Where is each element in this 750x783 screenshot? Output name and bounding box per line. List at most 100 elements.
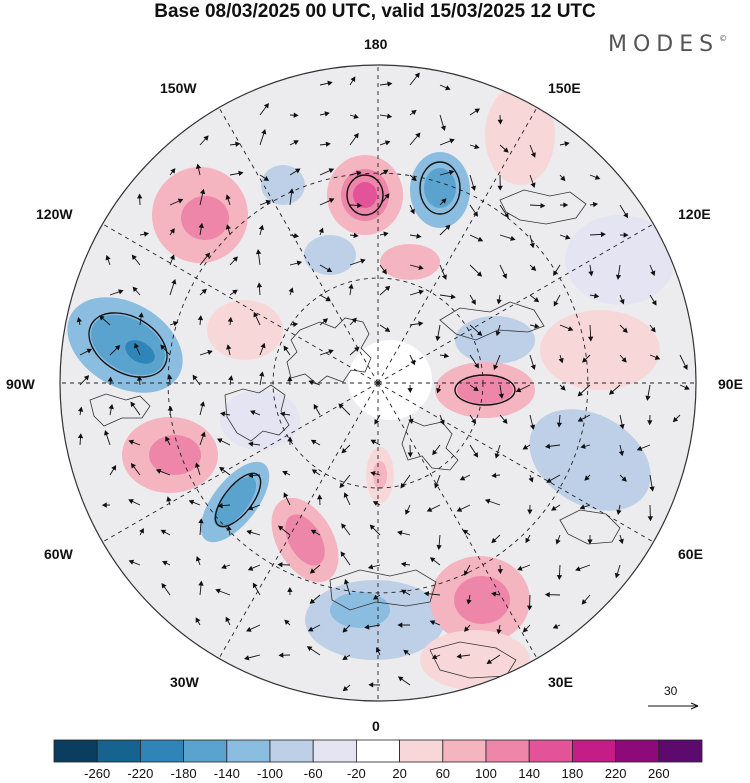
wind-arrow: [379, 231, 389, 237]
map-border: [59, 64, 697, 702]
wind-vectors: [76, 72, 690, 692]
wind-arrow: [544, 443, 561, 449]
wind-arrow: [431, 654, 441, 660]
wind-arrow: [469, 354, 480, 369]
wind-arrow: [225, 194, 231, 206]
wind-arrow: [397, 676, 411, 686]
lon-label-30e: 30E: [548, 674, 573, 690]
wind-arrow: [522, 624, 531, 633]
wind-arrow: [165, 436, 171, 446]
wind-arrow: [169, 279, 177, 296]
wind-arrow: [107, 376, 113, 386]
wind-arrow: [577, 414, 591, 422]
lon-label-150w: 150W: [160, 80, 197, 96]
wind-arrow: [409, 109, 417, 116]
brand-logo: MODES©: [608, 32, 727, 57]
wind-arrow: [162, 560, 171, 566]
wind-arrow: [253, 311, 261, 326]
wind-arrow: [246, 529, 261, 536]
wind-arrow: [589, 201, 599, 208]
wind-arrow: [198, 580, 204, 596]
anomaly-field: [67, 85, 675, 690]
wind-arrow: [169, 254, 175, 266]
wind-arrow: [319, 294, 331, 302]
wind-arrow: [423, 591, 441, 597]
wind-arrow: [491, 472, 501, 479]
wind-arrow: [228, 375, 234, 386]
wind-arrow: [343, 492, 351, 506]
anomaly-patch: [455, 316, 535, 364]
wind-arrow: [195, 617, 201, 626]
wind-arrow: [349, 202, 363, 209]
wind-arrow: [319, 111, 330, 117]
wind-arrow: [426, 504, 441, 512]
meridian-line: [377, 223, 654, 384]
wind-arrow: [581, 594, 591, 605]
wind-arrow: [215, 588, 231, 596]
wind-arrow: [341, 444, 351, 454]
wind-arrow: [341, 523, 351, 536]
wind-arrow: [342, 624, 351, 633]
wind-arrow: [319, 198, 335, 206]
anomaly-patch: [213, 477, 257, 527]
wind-arrow: [343, 578, 351, 596]
graticule: [60, 65, 696, 701]
wind-arrow: [526, 594, 533, 611]
meridian-line: [218, 107, 379, 384]
wind-arrow: [308, 380, 321, 386]
wind-arrow: [368, 682, 381, 688]
wind-arrow: [372, 501, 381, 506]
wind-arrow: [672, 414, 681, 423]
wind-arrow: [249, 410, 261, 416]
wind-arrow: [248, 441, 261, 447]
wind-arrow: [517, 564, 531, 571]
wind-arrow: [484, 498, 501, 506]
wind-arrow: [432, 444, 441, 456]
anomaly-patch: [304, 235, 356, 275]
wind-arrow: [197, 315, 204, 326]
anomaly-patch: [125, 340, 155, 364]
wind-arrow: [409, 72, 420, 86]
wind-arrow: [409, 321, 424, 327]
wind-arrow: [161, 582, 171, 596]
wind-arrow: [379, 285, 391, 296]
wind-arrow: [439, 353, 450, 359]
wind-arrow: [289, 260, 303, 266]
wind-arrow: [403, 649, 411, 656]
wind-arrow: [313, 403, 321, 416]
wind-arrow: [618, 534, 624, 545]
wind-arrow: [319, 264, 333, 272]
wind-arrow: [496, 294, 502, 305]
wind-arrow: [282, 470, 291, 476]
wind-arrow: [555, 534, 561, 545]
wind-arrow: [77, 406, 84, 416]
wind-arrow: [649, 294, 657, 306]
wind-arrow: [619, 324, 628, 333]
wind-arrow: [615, 264, 622, 280]
wind-arrow: [288, 188, 295, 206]
wind-arrow: [258, 224, 265, 236]
wind-arrow: [259, 102, 269, 116]
wind-arrow: [287, 587, 293, 596]
wind-arrow: [374, 414, 381, 425]
wind-arrow: [349, 170, 362, 176]
wind-arrow: [619, 204, 628, 219]
wind-arrow: [259, 342, 266, 356]
wind-arrow: [379, 113, 393, 119]
anomaly-patch: [207, 300, 283, 360]
wind-arrow: [486, 654, 501, 665]
wind-arrow: [338, 403, 351, 416]
wind-arrow: [289, 233, 300, 239]
wind-arrow: [349, 132, 359, 146]
lon-label-60e: 60E: [678, 546, 703, 562]
wind-arrow: [616, 504, 622, 515]
wind-arrow: [409, 289, 424, 296]
wind-arrow: [496, 624, 502, 635]
wind-arrow: [528, 474, 534, 483]
wind-arrow: [649, 474, 655, 492]
wind-arrow: [397, 530, 411, 536]
wind-arrow: [339, 474, 351, 489]
wind-arrow: [544, 592, 561, 598]
wind-arrow: [645, 384, 651, 401]
